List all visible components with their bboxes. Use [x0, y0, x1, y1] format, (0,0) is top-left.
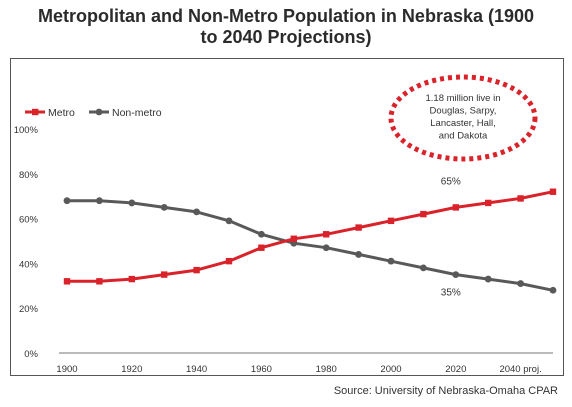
non-metro-point — [96, 197, 103, 205]
non-metro-point — [193, 208, 201, 216]
metro-point — [485, 199, 492, 207]
metro-point — [63, 278, 71, 285]
metro-point — [355, 224, 362, 231]
non-metro-point — [63, 197, 71, 205]
chart-title: Metropolitan and Non-Metro Population in… — [0, 6, 572, 48]
non-metro-line — [67, 199, 554, 292]
chart-frame — [10, 58, 564, 376]
x-tick-label: 1980 — [316, 364, 337, 375]
y-tick-label: 0% — [24, 349, 38, 360]
metro-point — [290, 235, 297, 242]
x-tick-label: 2040 proj. — [499, 364, 541, 375]
metro-point — [549, 188, 557, 195]
x-tick-label: 1920 — [121, 364, 142, 375]
metro-point — [128, 275, 135, 283]
metro-point — [420, 210, 427, 218]
metro-point — [517, 195, 524, 202]
non-metro-point — [258, 230, 265, 238]
data-label: 35% — [441, 288, 461, 299]
non-metro-point — [322, 244, 330, 252]
non-metro-point — [517, 280, 524, 287]
legend-nonmetro-label: Non-metro — [112, 107, 162, 119]
non-metro-point — [484, 275, 492, 283]
non-metro-point — [160, 204, 168, 211]
source-note: Source: University of Nebraska-Omaha CPA… — [333, 385, 558, 397]
metro-line — [67, 190, 554, 283]
x-tick-label: 2020 — [445, 364, 466, 375]
metro-point — [225, 257, 233, 265]
metro-point — [161, 271, 168, 278]
chart-title-line-1: Metropolitan and Non-Metro Population in… — [37, 6, 535, 26]
y-tick-label: 60% — [19, 215, 39, 226]
metro-point — [258, 244, 265, 251]
x-tick-label: 2000 — [380, 364, 401, 375]
y-tick-label: 100% — [14, 125, 39, 136]
callout-bubble — [388, 74, 538, 162]
callout-text-line: Douglas, Sarpy, — [430, 106, 497, 117]
metro-point — [323, 231, 330, 238]
metro-point — [452, 204, 459, 211]
data-label: 65% — [441, 176, 461, 187]
x-tick-label: 1900 — [56, 364, 77, 375]
metro-point — [193, 266, 200, 274]
non-metro-point — [128, 199, 136, 207]
metro-point — [96, 278, 103, 285]
legend-metro-swatch-marker — [32, 108, 39, 116]
non-metro-point — [452, 271, 460, 278]
non-metro-point — [387, 257, 395, 265]
non-metro-point — [355, 251, 362, 258]
callout-text-line: Lancaster, Hall, — [430, 118, 495, 129]
metro-point — [387, 217, 395, 225]
non-metro-point — [225, 217, 233, 225]
x-tick-label: 1960 — [251, 364, 272, 375]
chart-title-line-2: to 2040 Projections) — [200, 27, 372, 47]
y-tick-label: 80% — [19, 170, 39, 181]
x-tick-label: 1940 — [186, 364, 207, 375]
y-tick-label: 20% — [19, 304, 39, 315]
non-metro-point — [549, 286, 557, 294]
callout-text-line: 1.18 million live in — [426, 93, 501, 104]
y-tick-label: 40% — [19, 259, 39, 270]
callout-text-line: and Dakota — [439, 131, 488, 142]
legend-metro-label: Metro — [48, 107, 75, 119]
legend-nonmetro-swatch-marker — [95, 108, 103, 116]
non-metro-point — [420, 264, 427, 272]
